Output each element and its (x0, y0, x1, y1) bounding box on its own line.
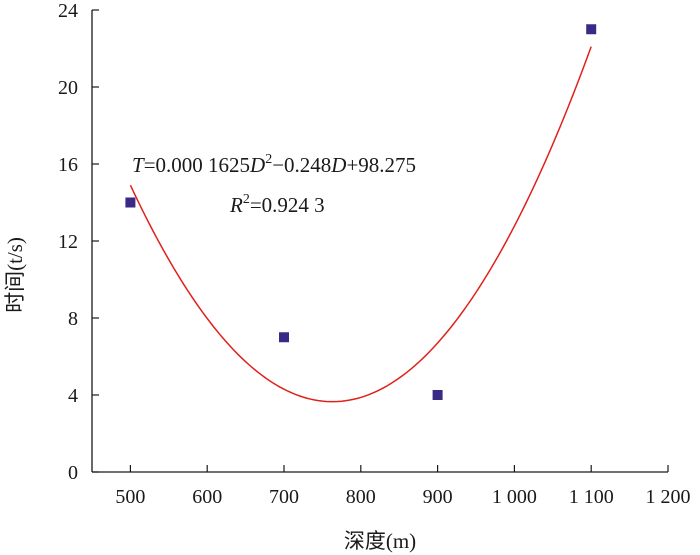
y-axis-title: 时间(t/s) (3, 237, 27, 313)
data-point (586, 24, 597, 35)
y-tick-label: 8 (68, 308, 78, 330)
y-tick-label: 24 (58, 0, 78, 22)
r2-value: =0.924 3 (250, 193, 325, 217)
x-tick-label: 500 (115, 486, 145, 508)
x-tick-label: 1 000 (492, 486, 537, 508)
x-tick-label: 1 200 (646, 486, 691, 508)
data-point (125, 197, 136, 208)
data-point (432, 390, 443, 400)
equation-part-2: −0.248 (272, 153, 331, 177)
fit-equation: T=0.000 1625D2−0.248D+98.275 (132, 152, 416, 177)
equation-t: T (132, 153, 145, 177)
y-tick-label: 0 (68, 462, 78, 484)
r-squared: R2=0.924 3 (229, 192, 325, 217)
y-axis-ticks: 0 4 8 12 16 20 24 (58, 0, 99, 484)
equation-part-1: =0.000 1625 (144, 153, 250, 177)
data-points (125, 24, 597, 400)
equation-part-3: +98.275 (346, 153, 416, 177)
r2-r: R (229, 193, 243, 217)
y-tick-label: 4 (68, 385, 78, 407)
x-tick-label: 700 (269, 486, 299, 508)
x-tick-label: 800 (346, 486, 376, 508)
equation-d1: D (249, 153, 265, 177)
r2-exponent: 2 (243, 192, 250, 207)
x-tick-label: 600 (192, 486, 222, 508)
y-tick-label: 12 (58, 231, 78, 253)
fit-curve-layer (129, 46, 592, 403)
x-tick-label: 900 (423, 486, 453, 508)
y-tick-label: 20 (58, 77, 78, 99)
data-point (279, 332, 289, 343)
x-axis-ticks: 500 600 700 800 900 1 000 1 100 1 200 (115, 465, 691, 508)
axes (91, 10, 668, 473)
equation-d2: D (330, 153, 346, 177)
equation-exponent: 2 (265, 152, 272, 167)
y-tick-label: 16 (58, 154, 78, 176)
fit-curve (129, 46, 592, 403)
x-axis-title: 深度(m) (344, 529, 416, 553)
x-tick-label: 1 100 (569, 486, 614, 508)
